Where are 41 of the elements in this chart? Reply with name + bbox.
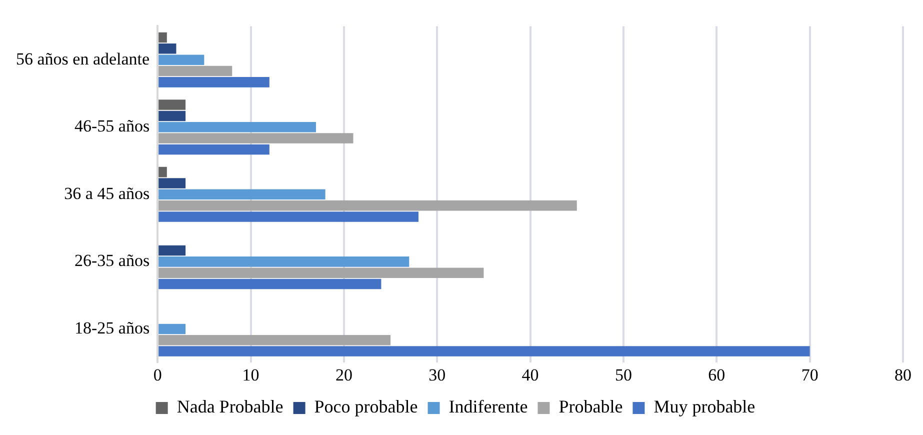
bar xyxy=(158,54,204,65)
x-tick-label: 10 xyxy=(242,365,260,384)
bar xyxy=(158,268,484,278)
bar xyxy=(158,278,382,290)
x-tick-label: 20 xyxy=(335,365,352,384)
x-tick-label: 70 xyxy=(801,365,818,384)
legend-label: Muy probable xyxy=(654,396,756,417)
bar xyxy=(158,44,176,54)
y-tick-label: 18-25 años xyxy=(74,318,150,338)
x-tick-label: 30 xyxy=(428,365,446,384)
bar xyxy=(158,100,186,110)
bar xyxy=(158,166,167,178)
bar xyxy=(158,144,270,155)
y-tick-label: 26-35 años xyxy=(74,251,150,270)
bar xyxy=(158,122,316,132)
bar xyxy=(158,110,186,122)
bar xyxy=(158,334,391,346)
bar xyxy=(158,77,270,88)
bar xyxy=(158,189,326,200)
x-tick-label: 50 xyxy=(614,365,632,384)
bar xyxy=(158,212,418,222)
bar xyxy=(158,324,186,334)
legend-label: Poco probable xyxy=(314,396,418,417)
y-tick-label: 36 a 45 años xyxy=(64,184,150,203)
legend-label: Probable xyxy=(558,396,623,417)
bar xyxy=(158,346,810,356)
bar xyxy=(158,66,232,76)
bar xyxy=(158,245,186,256)
legend-label: Nada Probable xyxy=(176,396,284,417)
bar xyxy=(158,133,354,144)
x-tick-label: 40 xyxy=(522,365,539,384)
bar xyxy=(158,32,167,43)
x-tick-label: 60 xyxy=(708,365,726,384)
y-tick-label: 56 años en adelante xyxy=(16,49,150,68)
bar xyxy=(158,256,410,267)
x-tick-label: 80 xyxy=(894,365,912,384)
y-tick-label: 46-55 años xyxy=(74,116,150,136)
legend-label: Indiferente xyxy=(448,396,528,417)
bar xyxy=(158,178,186,188)
bar xyxy=(158,200,577,211)
x-tick-label: 0 xyxy=(153,365,162,384)
